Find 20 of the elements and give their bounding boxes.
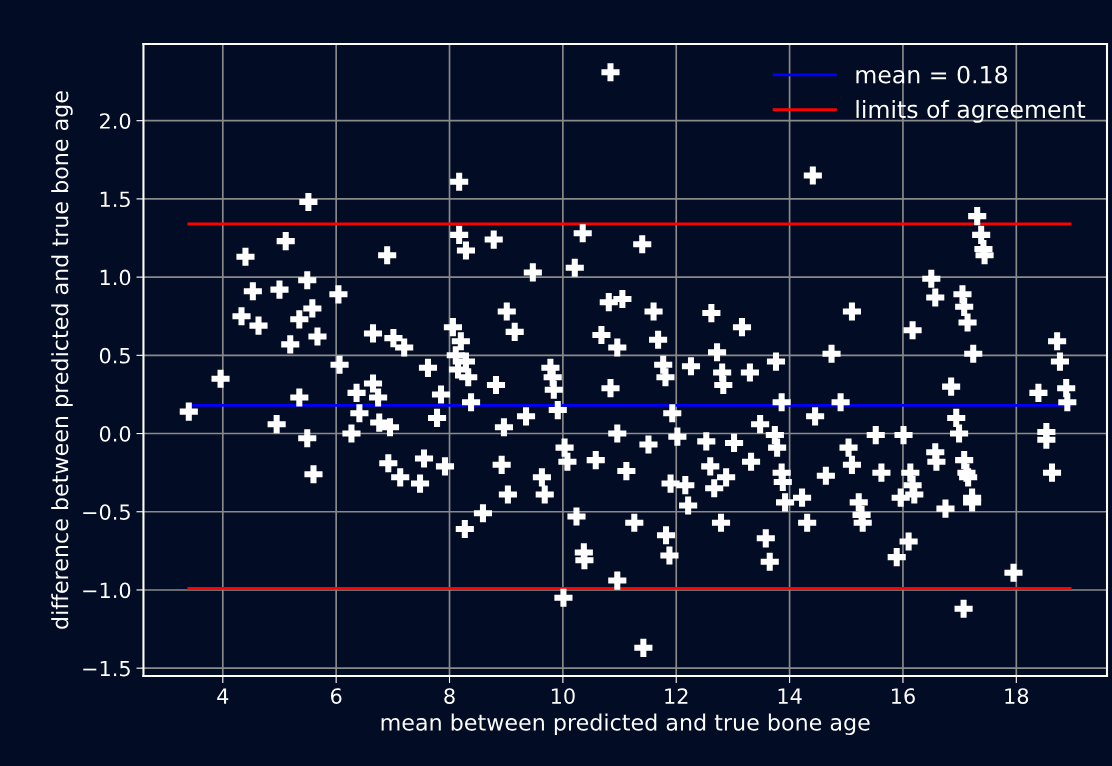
y-tick-label: −1.0 [83,582,131,599]
x-tick-label: 10 [551,688,575,704]
legend-label: limits of agreement [856,99,1086,123]
x-axis-title: mean between predicted and true bone age [381,713,870,736]
y-tick-label: 1.5 [100,191,130,208]
x-tick-label: 6 [330,688,342,704]
x-tick-label: 14 [778,688,802,704]
x-tick-label: 18 [1005,688,1029,704]
x-tick-label: 16 [891,688,915,704]
y-tick-label: −1.5 [83,660,130,677]
y-tick-label: 0.0 [99,425,131,442]
y-tick-label: 1.0 [100,269,131,286]
x-tick-label: 4 [217,688,229,704]
y-axis-title: difference between predicted and true bone age [51,91,73,629]
y-tick-label: −0.5 [83,504,130,520]
legend-label: mean = 0.18 [856,65,1008,84]
x-tick-label: 8 [444,688,455,704]
y-tick-label: 0.5 [99,347,130,364]
y-tick-label: 2.0 [100,113,131,129]
x-tick-label: 12 [665,688,688,704]
